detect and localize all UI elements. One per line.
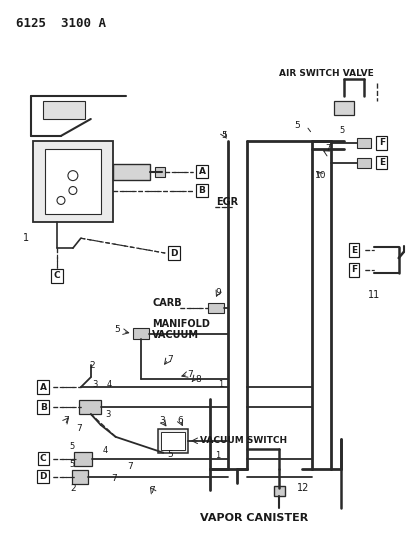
Text: 4: 4 — [106, 379, 112, 389]
Text: 5: 5 — [167, 450, 173, 459]
Text: 11: 11 — [368, 290, 380, 300]
Text: 1: 1 — [218, 379, 223, 389]
Text: 2: 2 — [89, 361, 95, 370]
Bar — [113, 164, 151, 180]
Text: 2: 2 — [70, 484, 76, 493]
Bar — [273, 487, 286, 496]
Text: 7: 7 — [76, 424, 82, 433]
Text: 7: 7 — [128, 462, 133, 471]
Text: 10: 10 — [315, 171, 327, 180]
Text: 7: 7 — [149, 486, 155, 495]
Text: 8: 8 — [195, 375, 201, 384]
Text: 6: 6 — [177, 416, 183, 425]
Bar — [72, 470, 88, 483]
Text: 5: 5 — [295, 122, 300, 131]
Text: B: B — [40, 402, 47, 411]
Text: 7: 7 — [187, 370, 193, 379]
Text: CARB: CARB — [152, 298, 182, 308]
Text: VACUUM SWITCH: VACUUM SWITCH — [200, 437, 287, 445]
Text: 3: 3 — [160, 416, 165, 425]
Bar — [357, 138, 371, 148]
Text: 7: 7 — [167, 355, 173, 364]
Text: 5: 5 — [115, 325, 120, 334]
Text: 1: 1 — [215, 451, 220, 460]
Bar — [208, 303, 224, 313]
Text: E: E — [351, 246, 357, 255]
Circle shape — [69, 187, 77, 195]
Text: 7: 7 — [63, 416, 69, 425]
Text: VAPOR CANISTER: VAPOR CANISTER — [200, 513, 308, 523]
Bar — [161, 432, 185, 450]
Text: 12: 12 — [297, 483, 310, 494]
Circle shape — [68, 171, 78, 181]
Text: E: E — [379, 158, 385, 167]
Bar — [43, 101, 85, 119]
Text: 7: 7 — [111, 474, 117, 483]
Bar — [45, 149, 101, 214]
Text: 5: 5 — [69, 442, 74, 451]
Text: A: A — [199, 167, 206, 176]
Circle shape — [339, 104, 349, 114]
Text: 5: 5 — [221, 132, 227, 140]
Text: B: B — [199, 186, 206, 195]
Text: 3: 3 — [93, 379, 98, 389]
Text: MANIFOLD
VACUUM: MANIFOLD VACUUM — [152, 319, 210, 341]
Text: A: A — [40, 383, 47, 392]
Text: C: C — [54, 271, 60, 280]
Bar — [33, 141, 113, 222]
Text: EGR: EGR — [216, 197, 238, 207]
Text: 4: 4 — [103, 446, 108, 455]
Text: 1: 1 — [23, 233, 29, 243]
Text: D: D — [171, 248, 178, 257]
Text: 5: 5 — [339, 126, 344, 135]
Text: AIR SWITCH VALVE: AIR SWITCH VALVE — [279, 69, 374, 78]
Circle shape — [57, 197, 65, 205]
Bar — [155, 167, 165, 176]
Text: F: F — [379, 139, 385, 147]
Bar — [334, 101, 354, 115]
Text: 7: 7 — [325, 144, 330, 154]
Text: D: D — [39, 472, 47, 481]
Bar — [357, 158, 371, 168]
Text: 3: 3 — [105, 410, 110, 419]
Text: F: F — [351, 265, 357, 274]
Bar — [133, 328, 149, 340]
Text: C: C — [40, 454, 47, 463]
Bar — [74, 452, 92, 466]
Text: 5: 5 — [69, 460, 74, 469]
Text: 6125  3100 A: 6125 3100 A — [16, 17, 106, 30]
Bar — [158, 429, 188, 453]
Bar — [79, 400, 101, 414]
Text: 9: 9 — [215, 288, 221, 297]
